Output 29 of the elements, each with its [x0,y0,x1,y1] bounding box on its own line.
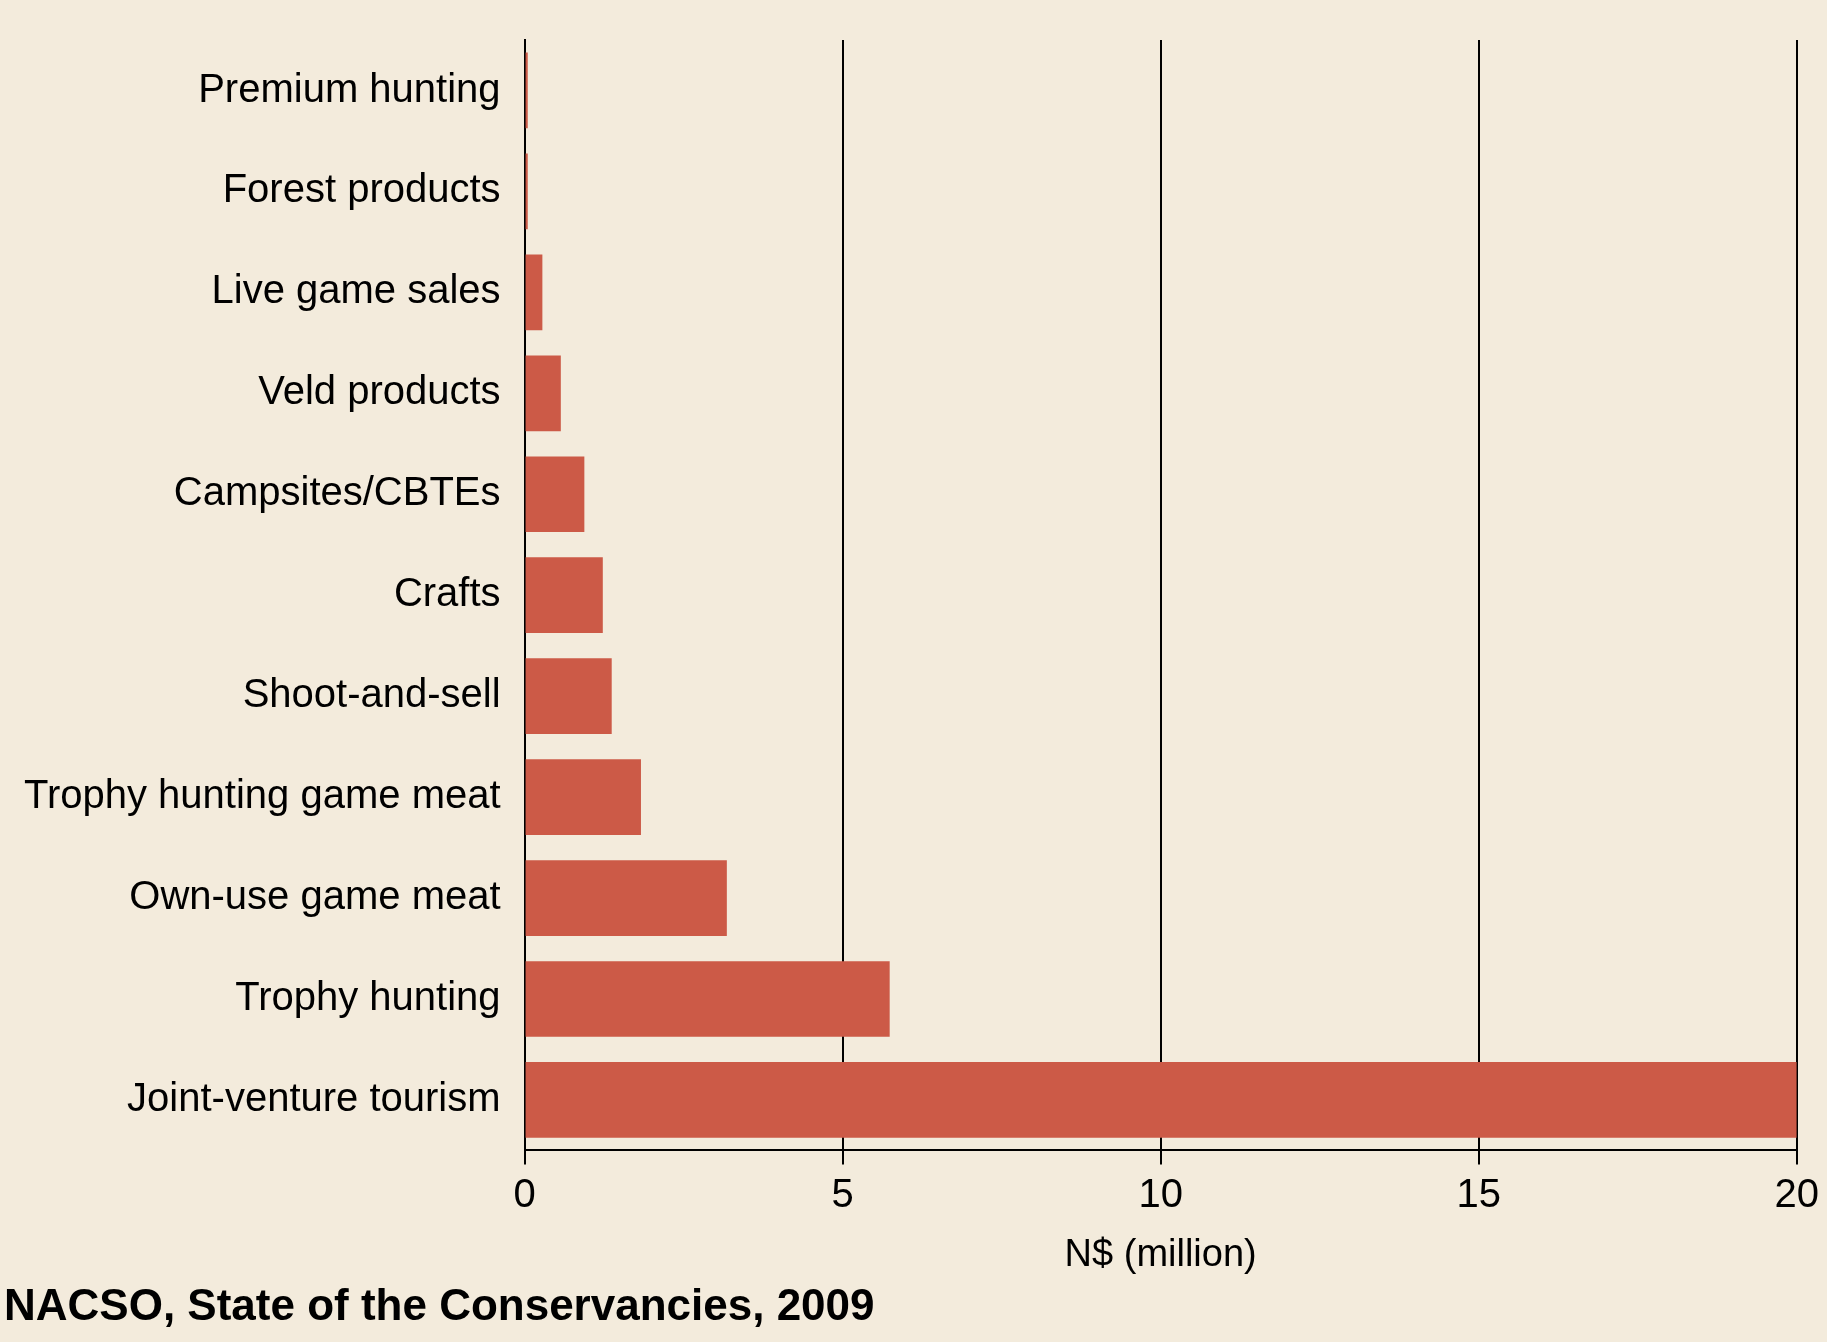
y-tick-label: Trophy hunting [235,974,501,1019]
bar [525,355,561,432]
y-tick-label: Trophy hunting game meat [24,772,501,817]
y-tick-label: Veld products [258,368,501,413]
bar [525,254,543,331]
bar [525,759,641,835]
x-axis-title: N$ (million) [1064,1231,1257,1274]
y-tick-label: Joint-venture tourism [127,1074,501,1119]
bar [525,658,612,734]
bar [525,153,528,230]
x-tick-label: 15 [1456,1171,1501,1216]
x-tick-label: 5 [831,1171,854,1216]
bar [525,52,528,129]
x-tick-label: 10 [1138,1171,1183,1216]
x-tick-label: 20 [1774,1171,1819,1216]
bar [525,860,727,936]
y-tick-label: Live game sales [211,267,501,312]
y-tick-label: Campsites/CBTEs [173,469,501,514]
text: NACSO, State of the Conservancies, 2009 [4,1280,875,1330]
y-tick-label: Crafts [393,570,501,615]
y-tick-label: Own-use game meat [129,873,501,918]
bar [525,961,890,1037]
y-tick-label: Forest products [222,166,501,211]
bar [525,456,585,533]
bar [525,557,603,634]
y-tick-label: Premium hunting [198,65,501,110]
bar [525,1062,1797,1138]
y-tick-label: Shoot-and-sell [242,671,501,716]
x-tick-label: 0 [513,1171,536,1216]
